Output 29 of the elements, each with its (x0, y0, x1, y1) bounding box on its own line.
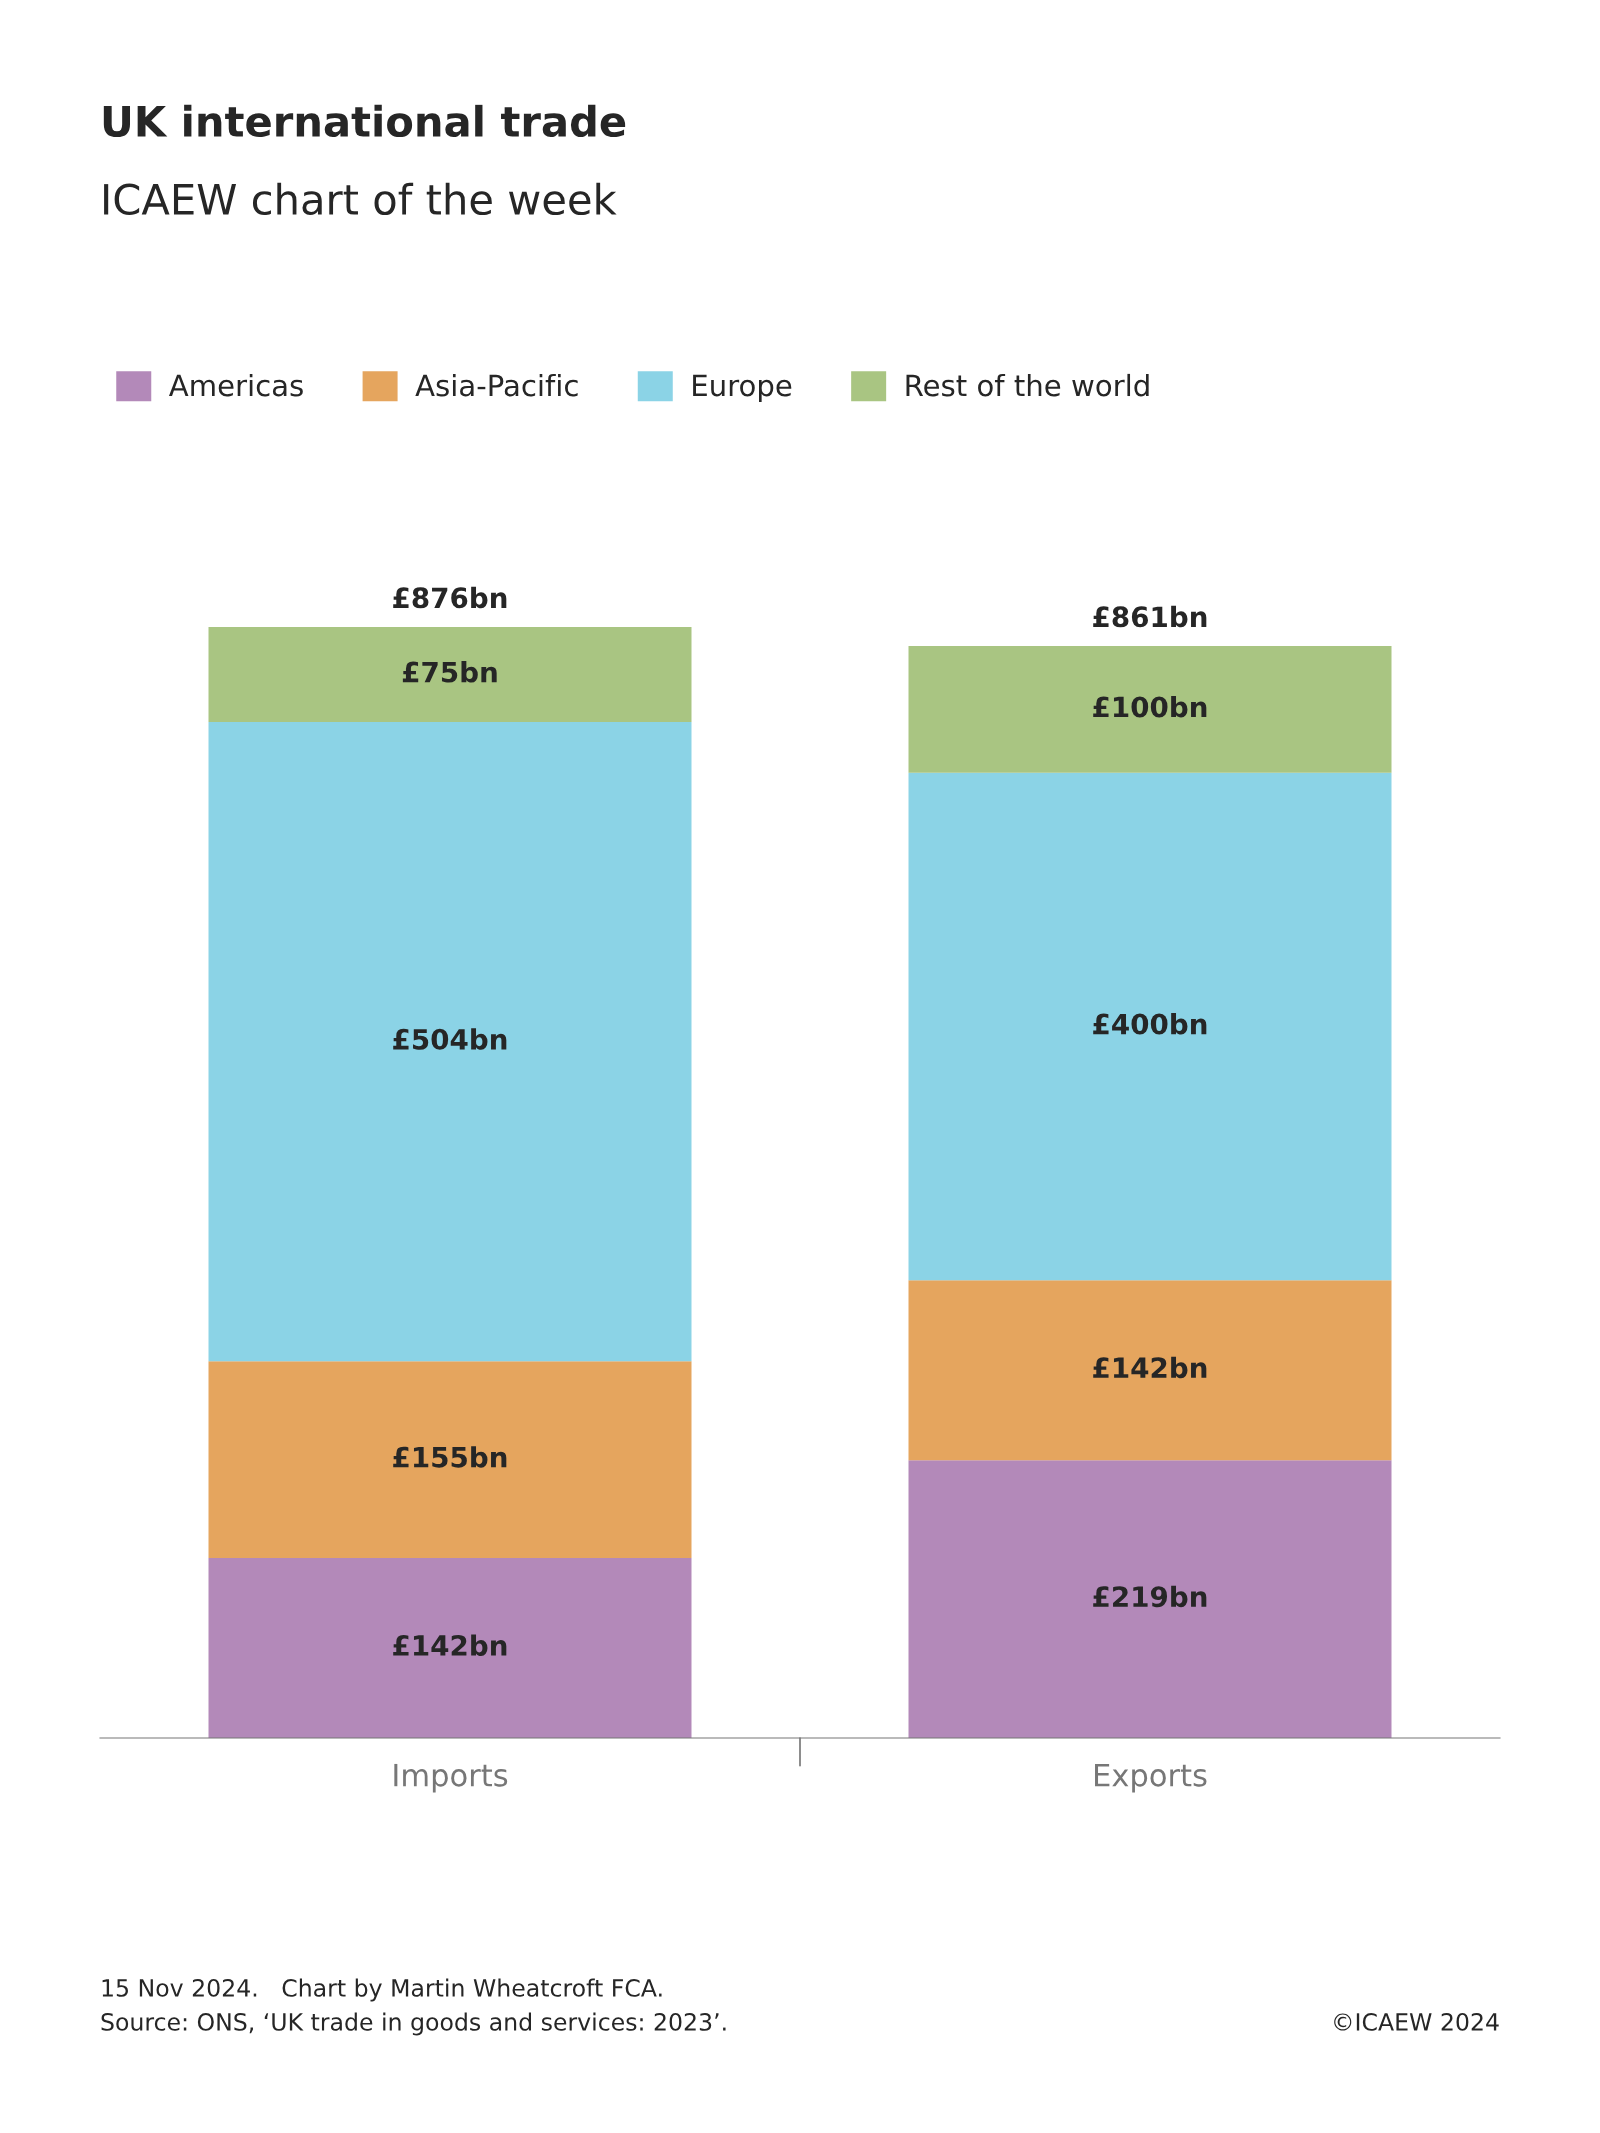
bar (908, 1280, 1392, 1461)
bar (908, 1460, 1392, 1738)
total-label: £861bn (1093, 605, 1207, 628)
x-tick-label: Imports (394, 1763, 508, 1793)
text: ©ICAEW 2024 (1334, 2012, 1499, 2031)
data-label: £219bn (1093, 1585, 1207, 1608)
data-label: £75bn (402, 661, 497, 683)
data-label: £142bn (1093, 1356, 1207, 1379)
bar (908, 646, 1392, 773)
data-label: £504bn (393, 1028, 507, 1050)
text: 15 Nov 2024. Chart by Martin Wheatcroft FCA. (102, 1978, 662, 2002)
bar (208, 1361, 692, 1558)
total-label: £876bn (393, 586, 507, 609)
bar (208, 722, 692, 1362)
bar (208, 1557, 692, 1738)
x-tick-label: Exports (1095, 1763, 1207, 1793)
data-label: £155bn (393, 1446, 507, 1468)
legend-label: Europe (693, 374, 792, 403)
legend-label: Americas (168, 373, 303, 397)
bar (908, 772, 1392, 1281)
data-label: £100bn (1093, 696, 1207, 718)
source-note: Source: ONS, ‘UK trade in goods and services: 2023’. (101, 2012, 726, 2036)
chart-subtitle: ICAEW chart of the week (104, 182, 617, 216)
data-label: £142bn (393, 1634, 507, 1657)
chart-title: UK international trade (103, 104, 626, 138)
bar (208, 627, 692, 723)
legend-label: Asia-Pacific (415, 373, 578, 397)
data-label: £400bn (1093, 1013, 1207, 1035)
legend-label: Rest of the world (906, 373, 1149, 397)
